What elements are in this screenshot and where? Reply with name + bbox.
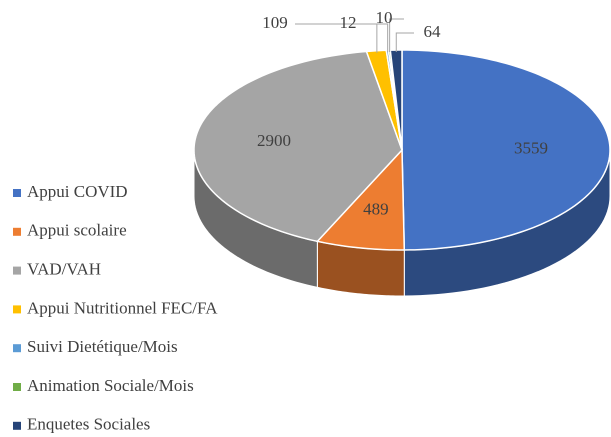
legend-label: Appui COVID xyxy=(27,182,128,201)
data-label: 64 xyxy=(424,22,442,41)
data-label: 12 xyxy=(340,13,357,32)
legend-marker xyxy=(13,344,21,353)
data-label: 109 xyxy=(262,13,288,32)
leader-line xyxy=(389,18,404,53)
legend-marker xyxy=(13,421,21,430)
legend-label: VAD/VAH xyxy=(27,260,101,279)
data-label: 10 xyxy=(376,8,393,27)
leader-line xyxy=(368,23,389,53)
legend-marker xyxy=(13,266,21,275)
data-label: 489 xyxy=(363,200,389,219)
legend-marker xyxy=(13,227,21,236)
slice xyxy=(193,50,403,243)
legend-marker xyxy=(13,189,21,197)
leader-line xyxy=(395,32,414,53)
legend-label: Appui scolaire xyxy=(27,221,127,240)
legend-marker xyxy=(13,383,21,391)
legend-label: Suivi Dietétique/Mois xyxy=(27,337,178,356)
data-label: 3559 xyxy=(514,139,548,158)
legend-label: Enquetes Sociales xyxy=(27,415,150,434)
slice xyxy=(315,148,406,251)
slice xyxy=(401,49,611,251)
legend-label: Animation Sociale/Mois xyxy=(27,376,194,395)
legend-marker xyxy=(13,305,21,314)
leader-line xyxy=(295,23,378,53)
data-label: 2900 xyxy=(257,131,291,150)
legend-label: Appui Nutritionnel FEC/FA xyxy=(27,298,218,317)
